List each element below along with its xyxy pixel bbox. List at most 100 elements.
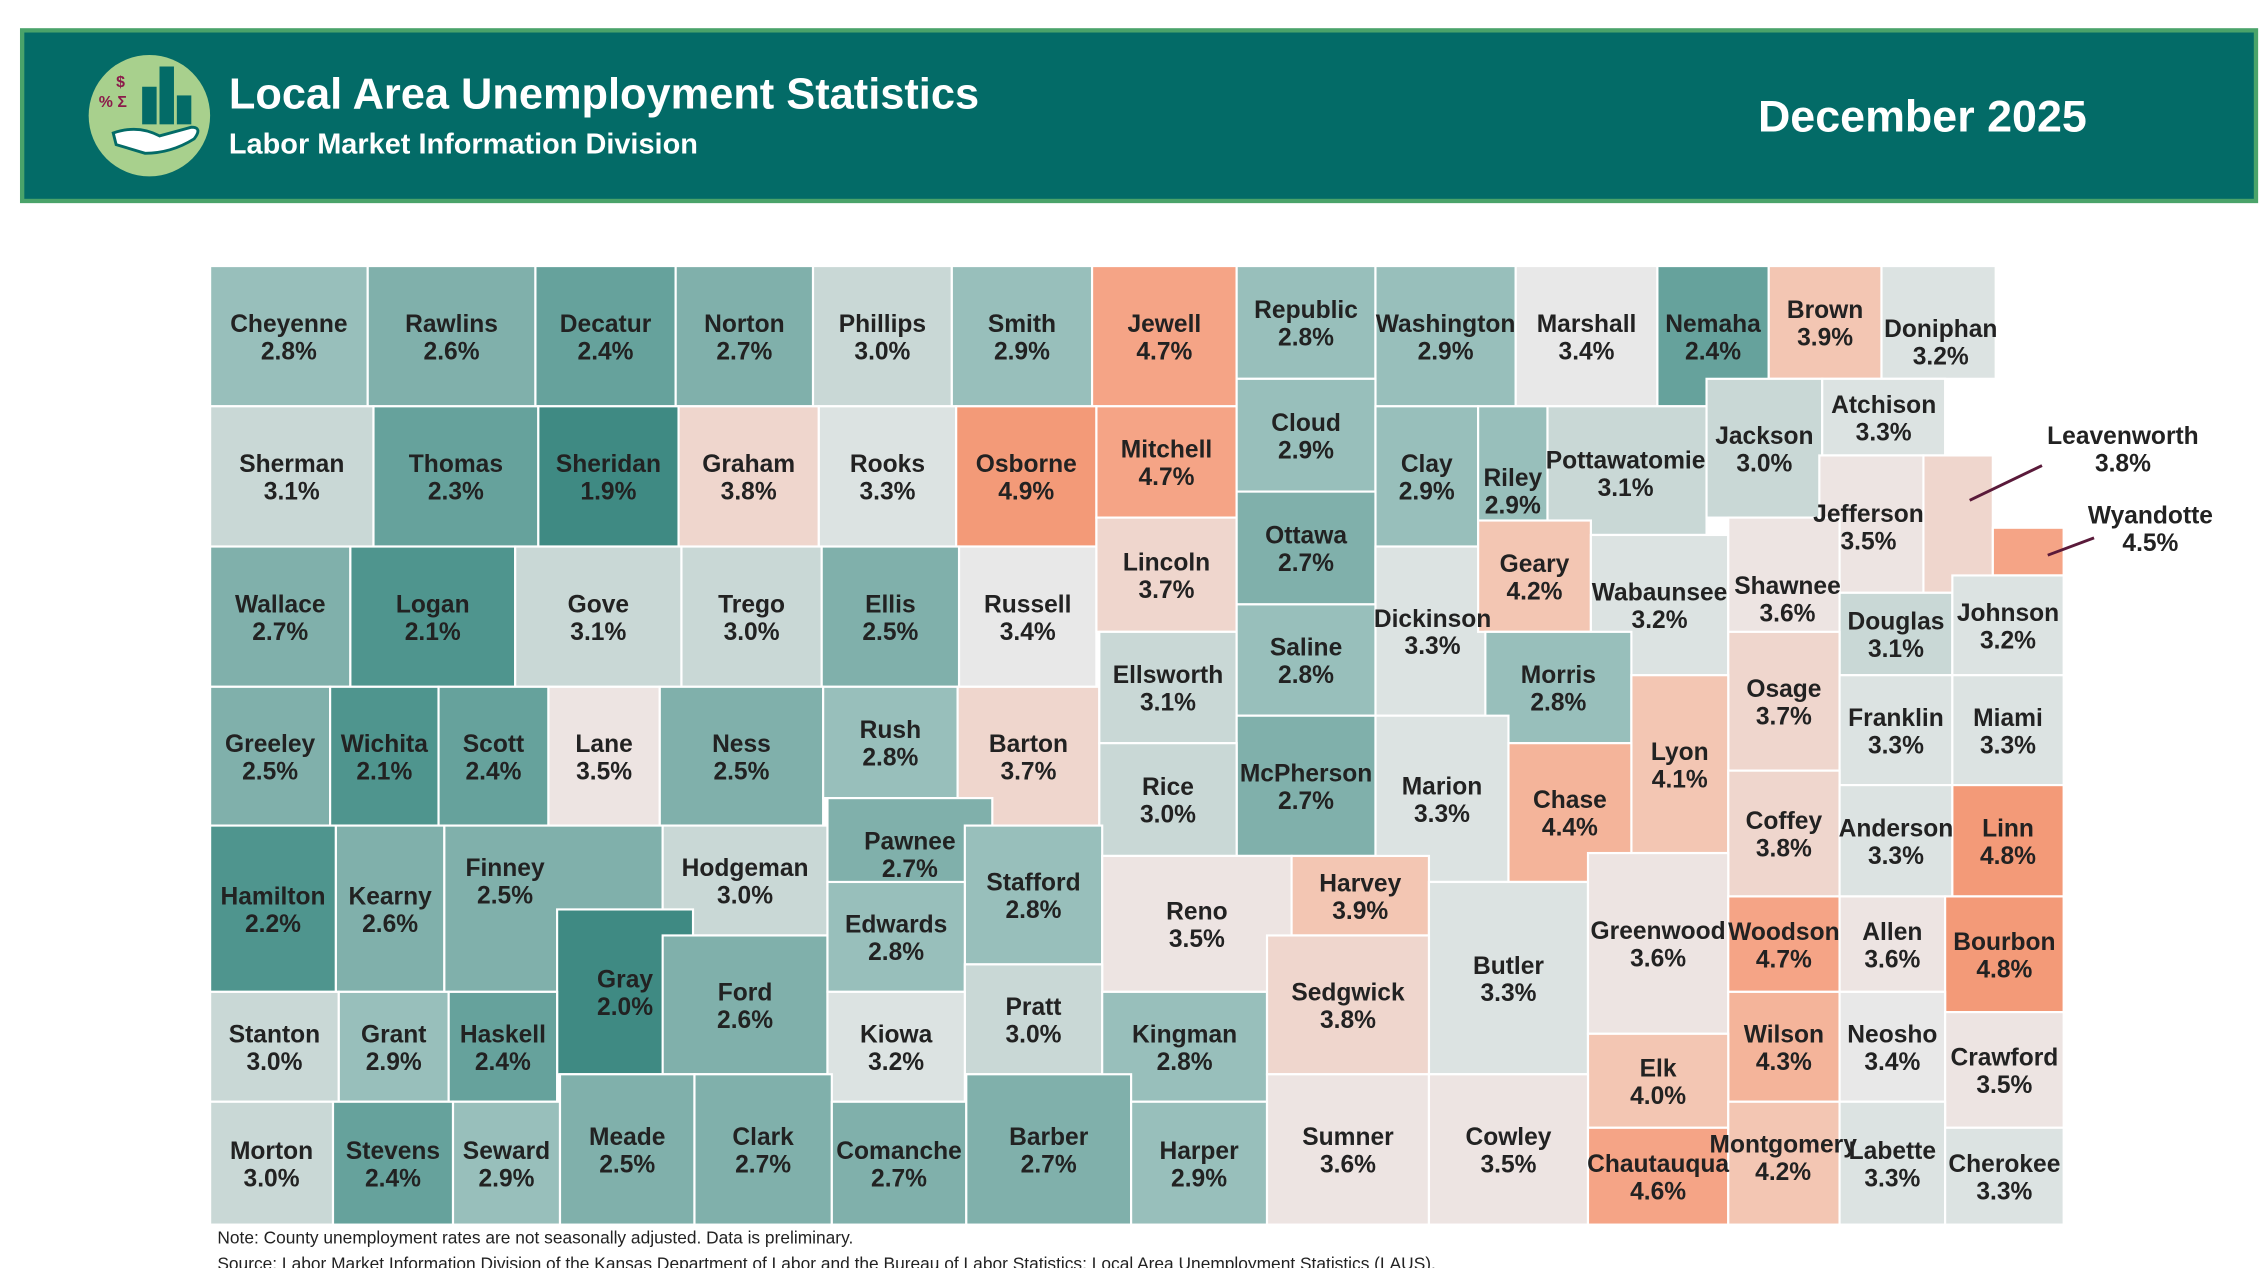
- county-name: Gove: [568, 591, 629, 618]
- leader-line: [1969, 464, 2043, 502]
- county: [1838, 1100, 1947, 1226]
- county-rate: 3.0%: [724, 619, 780, 646]
- county-rate: 4.0%: [1630, 1083, 1686, 1110]
- county-name: Pawnee: [864, 828, 955, 855]
- county: [209, 545, 352, 688]
- county: [1944, 895, 2065, 1014]
- county-name: Hodgeman: [682, 855, 809, 882]
- county-rate: 3.3%: [1405, 633, 1461, 660]
- county: [1951, 784, 2065, 898]
- county-rate: 2.1%: [356, 758, 412, 785]
- county-rate: 3.8%: [2095, 450, 2151, 477]
- subtitle: Labor Market Information Division: [229, 128, 698, 160]
- county: [1484, 630, 1633, 745]
- county-name: Nemaha: [1665, 311, 1761, 338]
- county-name: Rush: [860, 717, 921, 744]
- county-name: Allen: [1862, 919, 1922, 946]
- leader-line: [2047, 536, 2095, 557]
- county-name: Reno: [1166, 899, 1227, 926]
- county-name: Jefferson: [1813, 501, 1924, 528]
- county-rate: 3.7%: [1756, 703, 1812, 730]
- county: [1374, 545, 1491, 717]
- county: [334, 824, 446, 993]
- county-name: Clay: [1401, 451, 1453, 478]
- county-rate: 3.6%: [1630, 946, 1686, 973]
- county-rate: 2.9%: [366, 1049, 422, 1076]
- county-rate: 3.1%: [1868, 636, 1924, 663]
- county-rate: 2.7%: [735, 1152, 791, 1179]
- county-rate: 3.7%: [1000, 758, 1056, 785]
- county-name: Marion: [1402, 773, 1483, 800]
- county-name: Butler: [1473, 953, 1544, 980]
- county-name: Douglas: [1848, 609, 1945, 636]
- county: [1922, 454, 1994, 594]
- county-name: Edwards: [845, 912, 947, 939]
- county-rate: 3.0%: [244, 1165, 300, 1192]
- county-name: Stevens: [346, 1138, 440, 1165]
- county-rate: 2.7%: [716, 338, 772, 365]
- county-name: Sedgwick: [1291, 980, 1405, 1007]
- county: [1235, 603, 1377, 717]
- county: [1098, 630, 1238, 745]
- county-rate: 3.0%: [717, 883, 773, 910]
- county-name: Wilson: [1744, 1021, 1824, 1048]
- county-name: Sumner: [1302, 1124, 1394, 1151]
- county: [674, 264, 815, 408]
- county-name: Comanche: [836, 1138, 962, 1165]
- county: [1586, 1032, 1730, 1129]
- county-rate: 3.0%: [246, 1049, 302, 1076]
- county-name: Graham: [702, 451, 795, 478]
- county-name: Wichita: [341, 731, 428, 758]
- county: [811, 264, 953, 408]
- county: [963, 824, 1104, 966]
- county: [1098, 742, 1238, 858]
- county-name: Republic: [1254, 297, 1358, 324]
- county: [1235, 490, 1377, 606]
- county-name: Mitchell: [1121, 437, 1212, 464]
- county-rate: 3.3%: [1980, 732, 2036, 759]
- county-rate: 2.1%: [405, 619, 461, 646]
- county-rate: 3.3%: [1868, 732, 1924, 759]
- county-name: Lincoln: [1123, 549, 1210, 576]
- county: [1727, 630, 1841, 772]
- county: [826, 990, 966, 1103]
- county-name: Harvey: [1319, 870, 1401, 897]
- county: [209, 405, 375, 548]
- county-name: Rooks: [850, 451, 925, 478]
- county-rate: 3.4%: [1559, 338, 1615, 365]
- report-date: December 2025: [1758, 92, 2087, 142]
- county-rate: 2.5%: [477, 883, 533, 910]
- county: [1090, 264, 1238, 408]
- county-layer: Cheyenne2.8%Rawlins2.6%Decatur2.4%Norton…: [209, 264, 2213, 1226]
- county-rate: 3.9%: [1332, 898, 1388, 925]
- county-rate: 2.5%: [242, 758, 298, 785]
- county-rate: 2.9%: [1399, 479, 1455, 506]
- county-name: Haskell: [460, 1021, 546, 1048]
- svg-text:% Σ: % Σ: [99, 94, 128, 111]
- county-rate: 2.9%: [1171, 1165, 1227, 1192]
- county-rate: 3.8%: [721, 479, 777, 506]
- county-rate: 2.7%: [1278, 788, 1334, 815]
- county-rate: 3.0%: [1736, 450, 1792, 477]
- county-name: Ottawa: [1265, 523, 1347, 550]
- logo: $ % Σ: [88, 54, 211, 177]
- county-rate: 4.2%: [1506, 578, 1562, 605]
- county-rate: 4.5%: [2122, 530, 2178, 557]
- county-name: Anderson: [1839, 815, 1954, 842]
- county-rate: 3.0%: [1140, 802, 1196, 829]
- county-rate: 3.5%: [576, 758, 632, 785]
- county-rate: 3.3%: [1864, 1165, 1920, 1192]
- county-name: Brown: [1787, 297, 1863, 324]
- county-rate: 2.4%: [365, 1165, 421, 1192]
- county-name: Ellsworth: [1113, 662, 1224, 689]
- county-name: Saline: [1270, 635, 1342, 662]
- county-rate: 3.1%: [1598, 475, 1654, 502]
- county: [1586, 851, 1730, 1035]
- county-rate: 3.6%: [1864, 946, 1920, 973]
- county-rate: 2.8%: [1157, 1049, 1213, 1076]
- county: [1235, 377, 1377, 493]
- county-name: Morris: [1521, 662, 1596, 689]
- county: [661, 934, 829, 1076]
- county-rate: 3.6%: [1320, 1152, 1376, 1179]
